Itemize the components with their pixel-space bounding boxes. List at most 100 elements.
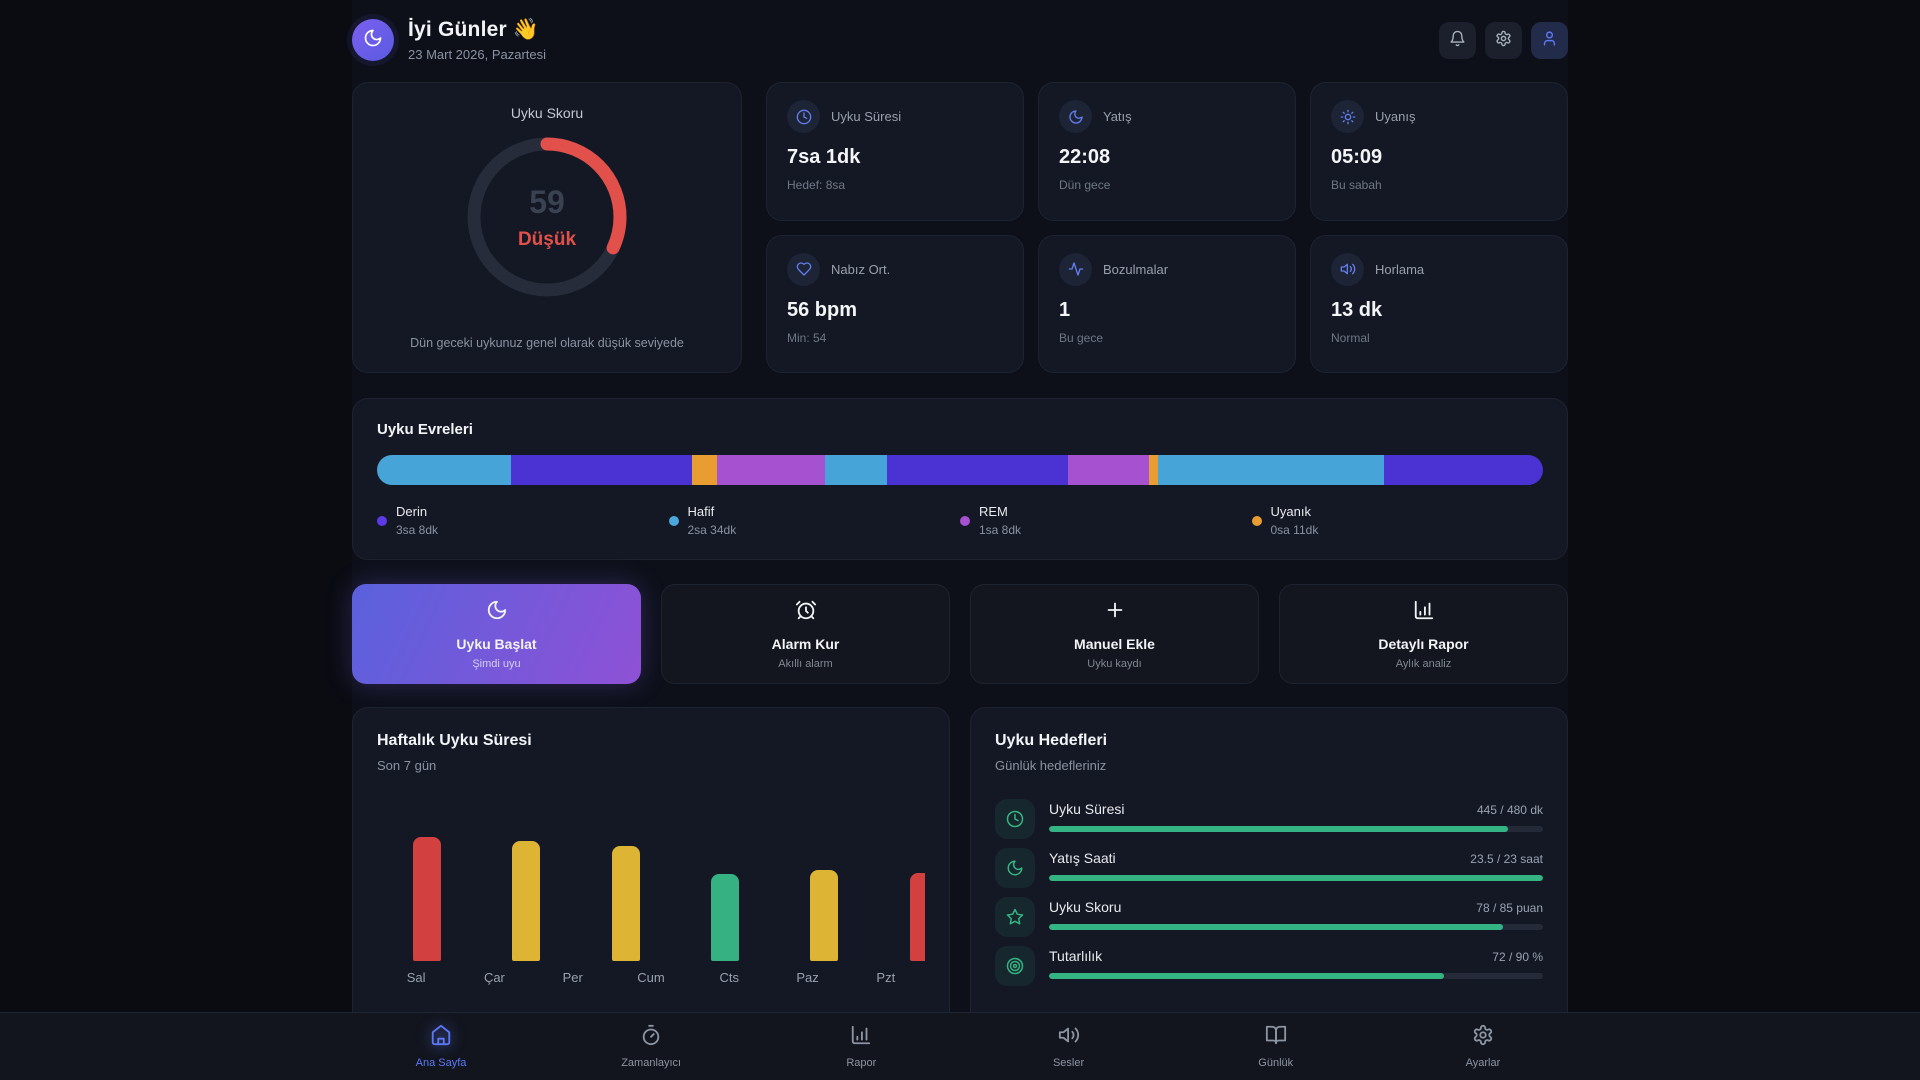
weekly-chart-labels: Sal Çar Per Cum Cts Paz Pzt	[377, 970, 925, 985]
goal-name: Tutarlılık	[1049, 948, 1103, 964]
nav-item-report[interactable]: Rapor	[834, 1024, 888, 1069]
goal-progress-track	[1049, 826, 1543, 832]
detailed-report-button[interactable]: Detaylı Rapor Aylık analiz	[1279, 584, 1568, 684]
goal-value: 72 / 90 %	[1492, 950, 1543, 964]
notifications-button[interactable]	[1439, 21, 1476, 59]
stat-label: Bozulmalar	[1103, 261, 1169, 277]
goal-name: Yatış Saati	[1049, 850, 1116, 866]
goal-row-consistency: Tutarlılık 72 / 90 %	[995, 946, 1543, 986]
plus-icon	[1104, 599, 1126, 626]
start-sleep-button[interactable]: Uyku Başlat Şimdi uyu	[352, 584, 641, 684]
action-sub: Aylık analiz	[1395, 657, 1452, 670]
nav-label: Ana Sayfa	[415, 1057, 467, 1069]
action-title: Detaylı Rapor	[1378, 635, 1469, 652]
stage-segment-derin	[886, 455, 1069, 485]
bar-cell	[576, 835, 675, 961]
stage-segment-hafif	[824, 455, 887, 485]
nav-item-journal[interactable]: Günlük	[1249, 1024, 1303, 1069]
nav-item-settings[interactable]: Ayarlar	[1456, 1024, 1510, 1069]
stat-card-heart-rate: Nabız Ort. 56 bpm Min: 54	[766, 234, 1024, 373]
legend-name: Uyanık	[1270, 504, 1311, 519]
current-date: 23 Mart 2026, Pazartesi	[408, 47, 547, 62]
goal-progress-track	[1049, 973, 1543, 979]
nav-item-sounds[interactable]: Sesler	[1042, 1024, 1096, 1069]
goal-name: Uyku Skoru	[1049, 899, 1122, 915]
stat-card-bedtime: Yatış 22:08 Dün gece	[1038, 82, 1296, 221]
bell-icon	[1449, 30, 1466, 50]
moon-icon	[1059, 100, 1092, 133]
goals-list: Uyku Süresi 445 / 480 dk Yatış Saati 23.	[995, 799, 1543, 986]
activity-icon	[1059, 252, 1092, 286]
stat-label: Nabız Ort.	[831, 261, 891, 277]
top-grid: Uyku Skoru 59 Düşük Dün geceki uykunuz g…	[352, 82, 1568, 373]
weekly-bar	[710, 874, 739, 961]
stat-value: 1	[1059, 298, 1071, 321]
stopwatch-icon	[640, 1024, 662, 1051]
goals-title: Uyku Hedefleri	[995, 732, 1108, 749]
nav-label: Zamanlayıcı	[621, 1057, 682, 1069]
goal-value: 78 / 85 puan	[1476, 901, 1543, 915]
set-alarm-button[interactable]: Alarm Kur Akıllı alarm	[661, 584, 950, 684]
chart-subtitle: Son 7 gün	[377, 758, 437, 773]
chart-x-label: Cts	[719, 970, 740, 985]
goal-row-duration: Uyku Süresi 445 / 480 dk	[995, 799, 1543, 839]
score-value: 59	[529, 183, 565, 220]
weekly-bar	[412, 837, 441, 961]
nav-item-home[interactable]: Ana Sayfa	[414, 1024, 468, 1069]
hafif-dot	[668, 515, 679, 526]
manual-add-button[interactable]: Manuel Ekle Uyku kaydı	[970, 584, 1259, 684]
stage-segment-uyanik	[691, 455, 718, 485]
chart-x-label: Per	[562, 970, 583, 985]
uyanik-dot	[1251, 515, 1262, 526]
nav-item-timer[interactable]: Zamanlayıcı	[621, 1024, 681, 1069]
goal-name: Uyku Süresi	[1049, 801, 1125, 817]
score-title: Uyku Skoru	[510, 105, 584, 121]
legend-item-hafif: Hafif 2sa 34dk	[668, 504, 961, 537]
app-container: İyi Günler 👋 23 Mart 2026, Pazartesi Uyk…	[352, 0, 1568, 1080]
bar-chart-icon	[850, 1024, 872, 1051]
stat-sub: Normal	[1331, 330, 1370, 345]
chart-x-label: Cum	[637, 970, 665, 985]
gauge-center: 59 Düşük	[465, 135, 629, 299]
stat-sub: Bu gece	[1059, 330, 1104, 345]
speaker-icon	[1058, 1024, 1080, 1051]
bottom-nav-inner: Ana Sayfa Zamanlayıcı Rapor Sesler Günlü…	[352, 1013, 1568, 1080]
gauge-svg	[467, 137, 627, 297]
weekly-bar	[909, 873, 925, 961]
action-title: Manuel Ekle	[1074, 635, 1155, 652]
weekly-chart	[377, 835, 925, 961]
stat-value: 05:09	[1331, 146, 1383, 168]
sleep-stages-bar	[377, 455, 1543, 485]
legend-duration: 3sa 8dk	[396, 523, 439, 537]
quick-actions: Uyku Başlat Şimdi uyu Alarm Kur Akıllı a…	[352, 584, 1568, 684]
heart-icon	[787, 252, 820, 286]
chart-title: Haftalık Uyku Süresi	[377, 732, 532, 749]
sun-icon	[1331, 100, 1364, 133]
home-icon	[430, 1024, 452, 1051]
legend-duration: 2sa 34dk	[687, 523, 737, 537]
moon-icon	[486, 599, 508, 626]
chart-x-label: Pzt	[876, 970, 896, 985]
moon-icon	[363, 28, 383, 53]
sleep-score-card: Uyku Skoru 59 Düşük Dün geceki uykunuz g…	[352, 82, 742, 373]
nav-label: Rapor	[846, 1057, 877, 1069]
score-status: Düşük	[517, 228, 577, 250]
rem-dot	[960, 515, 970, 526]
stage-segment-hafif	[377, 455, 512, 485]
bar-chart-icon	[1413, 599, 1435, 626]
legend-name: Hafif	[687, 504, 715, 519]
user-icon	[1541, 30, 1558, 50]
settings-button[interactable]	[1485, 21, 1522, 59]
header-text: İyi Günler 👋 23 Mart 2026, Pazartesi	[408, 18, 1439, 62]
stage-segment-derin	[511, 455, 692, 485]
goal-value: 23.5 / 23 saat	[1470, 852, 1543, 866]
stage-segment-rem	[717, 455, 825, 485]
profile-button[interactable]	[1531, 21, 1568, 59]
legend-item-uyanik: Uyanık 0sa 11dk	[1251, 504, 1544, 537]
legend-duration: 1sa 8dk	[979, 523, 1022, 537]
clock-icon	[995, 799, 1035, 839]
goal-progress-fill	[1049, 973, 1445, 979]
nav-label: Günlük	[1258, 1057, 1294, 1069]
alarm-clock-icon	[795, 599, 817, 626]
stat-sub: Bu sabah	[1331, 178, 1382, 192]
